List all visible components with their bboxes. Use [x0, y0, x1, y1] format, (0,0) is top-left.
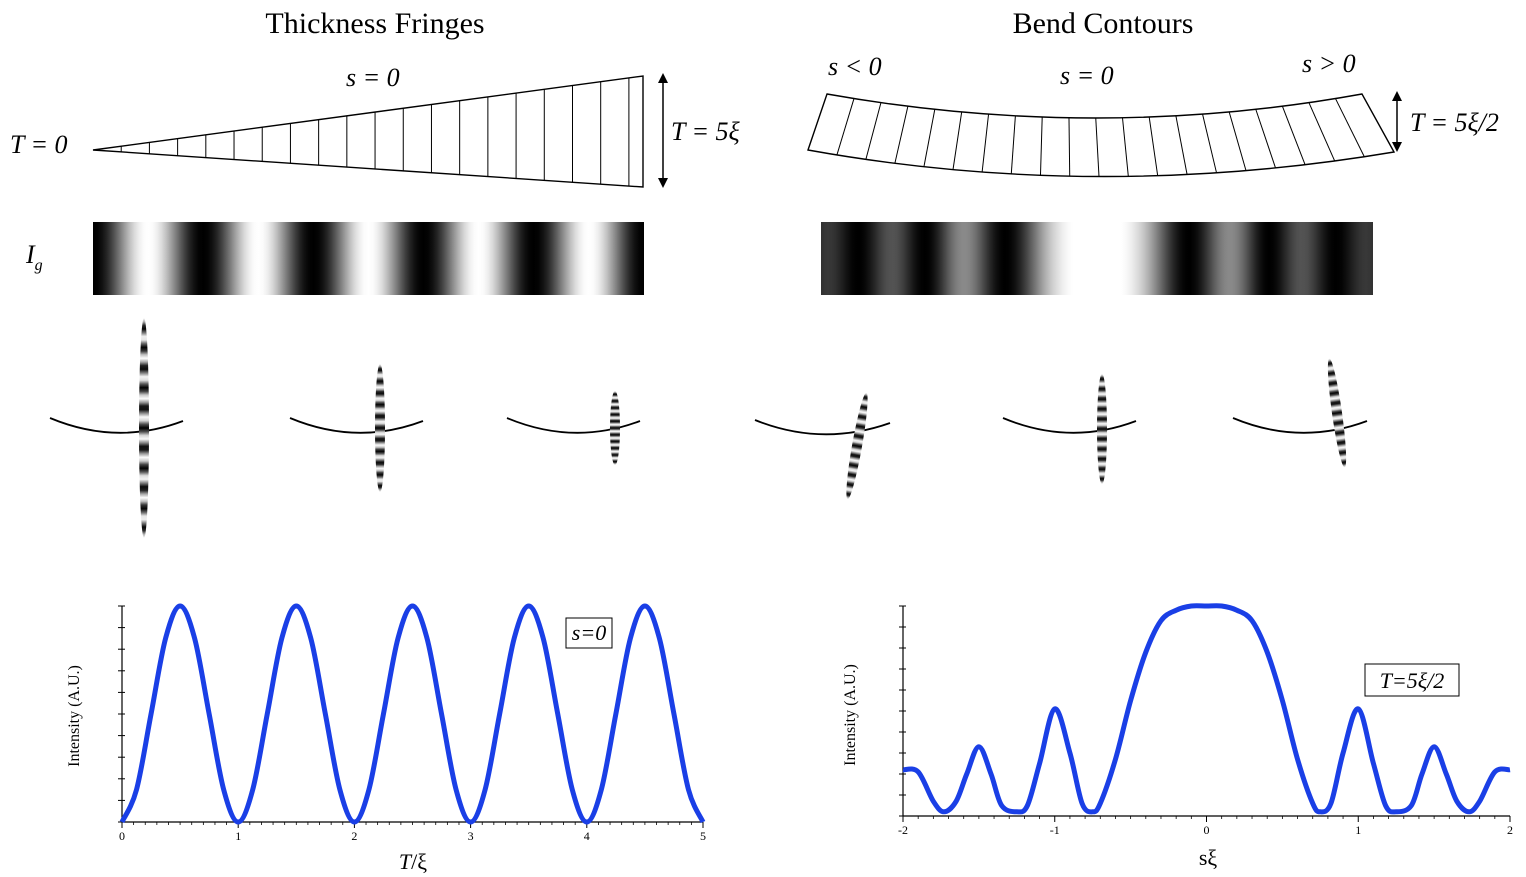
relrod-streak — [1327, 358, 1347, 468]
ewald-sphere-arc — [506, 417, 641, 434]
wedge-t0-label: T = 0 — [10, 130, 68, 159]
left-annotation: s=0 — [572, 620, 606, 645]
title-thickness-fringes: Thickness Fringes — [265, 7, 484, 40]
bent-slice-line — [1228, 111, 1247, 171]
relrod-streak — [846, 392, 868, 500]
title-bend-contours: Bend Contours — [1013, 7, 1194, 40]
intensity-label: Ig — [25, 240, 43, 274]
x-tick-label: 5 — [700, 829, 706, 843]
ewald-sphere-arc — [754, 419, 891, 436]
bend-s-neg-label: s < 0 — [828, 52, 882, 81]
right-annotation: T=5ξ/2 — [1380, 668, 1445, 693]
relrod-streak — [610, 391, 620, 465]
bent-slice-line — [1121, 117, 1129, 177]
bend-intensity-chart: -2 -1 0 1 2 T=5ξ/2 sξ Intensity (A.U.) — [842, 603, 1513, 870]
right-ticks: -2 -1 0 1 2 — [898, 605, 1513, 837]
ewald-sphere-arc — [1002, 417, 1137, 434]
wedge-diagram — [92, 75, 644, 188]
bent-slice-line — [1039, 117, 1043, 176]
relrod-streak — [375, 364, 385, 492]
right-intensity-curve — [902, 603, 1511, 815]
bent-slice-line — [952, 111, 963, 170]
bent-slice-line — [894, 106, 909, 164]
bent-slice-line — [1255, 109, 1276, 169]
bend-thickness-arrow — [1392, 91, 1402, 152]
relrod-streak — [139, 318, 149, 538]
bend-s-zero-label: s = 0 — [1060, 61, 1114, 90]
bent-slice-line — [981, 114, 990, 173]
bent-slice-line — [1308, 102, 1336, 162]
x-tick-label: 1 — [235, 829, 241, 843]
x-tick-label: -1 — [1050, 823, 1060, 837]
bent-slice-line — [1095, 117, 1100, 177]
bend-thickness-label: T = 5ξ/2 — [1410, 108, 1499, 137]
bend-contour-strip — [821, 222, 1373, 295]
ewald-sphere-arc — [1232, 417, 1368, 434]
x-tick-label: 2 — [351, 829, 357, 843]
left-y-label: Intensity (A.U.) — [66, 665, 83, 767]
bent-slice-line — [1175, 115, 1188, 175]
right-annotation-box — [1364, 663, 1460, 697]
x-tick-label: 1 — [1355, 823, 1361, 837]
x-tick-label: 3 — [468, 829, 474, 843]
bent-foil-slice-lines — [836, 98, 1365, 177]
x-tick-label: 2 — [1507, 823, 1513, 837]
x-tick-label: 0 — [1204, 823, 1210, 837]
bent-slice-line — [1335, 98, 1365, 157]
right-y-label: Intensity (A.U.) — [842, 664, 859, 766]
bent-slice-line — [1010, 115, 1016, 174]
wedge-thickness-label: T = 5ξ — [671, 117, 741, 146]
left-ticks: 0 1 2 3 4 5 — [118, 605, 706, 843]
bent-slice-line — [1202, 114, 1218, 173]
left-annotation-box — [565, 617, 613, 649]
bent-slice-line — [923, 109, 936, 167]
ewald-constructions — [49, 318, 1368, 538]
ewald-sphere-arc — [49, 417, 184, 434]
left-x-label: T/ξ — [399, 849, 427, 874]
wedge-s-label: s = 0 — [346, 63, 400, 92]
bent-slice-line — [1148, 116, 1159, 176]
x-tick-label: 4 — [584, 829, 590, 843]
left-intensity-curve — [119, 603, 706, 825]
bent-slice-line — [1068, 117, 1071, 177]
bend-s-pos-label: s > 0 — [1302, 49, 1356, 78]
x-tick-label: 0 — [119, 829, 125, 843]
bent-foil-diagram — [807, 93, 1396, 178]
thickness-fringe-strip — [93, 222, 644, 295]
bent-slice-line — [1281, 106, 1306, 165]
ewald-sphere-arc — [289, 417, 424, 434]
thickness-intensity-chart: 0 1 2 3 4 5 s=0 T/ξ Intensity (A.U.) — [66, 603, 706, 874]
wedge-slice-lines — [120, 77, 630, 187]
x-tick-label: -2 — [898, 823, 908, 837]
wedge-thickness-arrow — [658, 73, 668, 188]
bent-slice-line — [836, 98, 855, 156]
bent-slice-line — [865, 102, 882, 160]
relrod-streak — [1097, 374, 1107, 484]
right-x-label: sξ — [1199, 845, 1218, 870]
